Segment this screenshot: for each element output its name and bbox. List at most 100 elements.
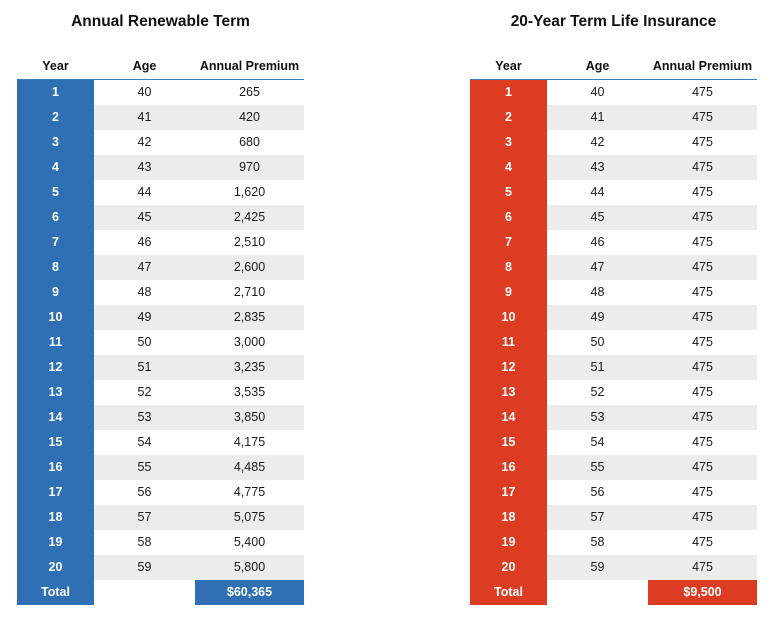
- year-cell: 13: [470, 380, 547, 405]
- age-cell: 52: [137, 385, 152, 399]
- annual-premium-cell: 475: [648, 505, 757, 530]
- annual-premium-cell: 475: [692, 185, 713, 199]
- table-body: 1 40 475 2 41 475 3 42 475 4 43 475 5 44 475 6 45 475 7 46 4…: [470, 80, 757, 580]
- header-age: Age: [585, 59, 610, 73]
- year-cell: 4: [17, 155, 94, 180]
- year-cell: 2: [17, 105, 94, 130]
- year-cell: 14: [17, 405, 94, 430]
- table-row: 13 52 3,535: [17, 380, 304, 405]
- total-label: Total: [17, 580, 94, 605]
- annual-premium-cell: 970: [195, 155, 304, 180]
- year-cell: 3: [470, 130, 547, 155]
- age-cell: 44: [590, 185, 605, 199]
- table-row: 1 40 265: [17, 80, 304, 105]
- annual-premium-cell: 3,535: [233, 385, 266, 399]
- age-cell: 56: [590, 485, 605, 499]
- year-cell: 17: [470, 480, 547, 505]
- header-year: Year: [495, 59, 522, 73]
- year-cell: 19: [470, 530, 547, 555]
- table-row: 11 50 475: [470, 330, 757, 355]
- annual-premium-cell: 2,835: [195, 305, 304, 330]
- table-row: 3 42 680: [17, 130, 304, 155]
- year-cell: 20: [470, 555, 547, 580]
- annual-premium-cell: 475: [692, 335, 713, 349]
- year-cell: 2: [470, 105, 547, 130]
- age-cell: 48: [137, 285, 152, 299]
- year-cell: 8: [470, 255, 547, 280]
- age-cell: 54: [137, 435, 152, 449]
- age-cell: 41: [94, 105, 195, 130]
- year-cell: 18: [470, 505, 547, 530]
- header-annual-premium: Annual Premium: [652, 59, 753, 73]
- age-cell: 49: [547, 305, 648, 330]
- age-cell: 44: [137, 185, 152, 199]
- age-cell: 46: [590, 235, 605, 249]
- age-cell: 57: [94, 505, 195, 530]
- age-cell: 51: [547, 355, 648, 380]
- age-cell: 40: [137, 85, 152, 99]
- table-row: 5 44 475: [470, 180, 757, 205]
- table-row: 2 41 420: [17, 105, 304, 130]
- table-row: 14 53 3,850: [17, 405, 304, 430]
- table-row: 19 58 475: [470, 530, 757, 555]
- annual-premium-cell: 2,710: [233, 285, 266, 299]
- year-cell: 1: [17, 80, 94, 105]
- year-cell: 11: [470, 330, 547, 355]
- table-row: 16 55 475: [470, 455, 757, 480]
- table-row: 8 47 2,600: [17, 255, 304, 280]
- year-cell: 16: [470, 455, 547, 480]
- year-cell: 9: [470, 280, 547, 305]
- age-cell: 48: [590, 285, 605, 299]
- year-cell: 17: [17, 480, 94, 505]
- year-cell: 12: [470, 355, 547, 380]
- total-label: Total: [470, 580, 547, 605]
- table-row: 8 47 475: [470, 255, 757, 280]
- annual-premium-cell: 475: [648, 155, 757, 180]
- table-row: 3 42 475: [470, 130, 757, 155]
- total-value: $60,365: [195, 580, 304, 605]
- age-cell: 53: [94, 405, 195, 430]
- annual-premium-cell: 475: [648, 455, 757, 480]
- age-cell: 42: [590, 135, 605, 149]
- year-cell: 20: [17, 555, 94, 580]
- age-cell: 52: [590, 385, 605, 399]
- annual-premium-cell: 3,850: [195, 405, 304, 430]
- annual-premium-cell: 475: [648, 405, 757, 430]
- year-cell: 5: [17, 180, 94, 205]
- table-row: 12 51 475: [470, 355, 757, 380]
- age-cell: 41: [547, 105, 648, 130]
- header-year: Year: [42, 59, 69, 73]
- age-cell: 56: [137, 485, 152, 499]
- table-row: 7 46 475: [470, 230, 757, 255]
- annual-premium-cell: 4,175: [233, 435, 266, 449]
- year-cell: 18: [17, 505, 94, 530]
- annual-premium-cell: 2,425: [195, 205, 304, 230]
- table-header-row: Year Age Annual Premium: [17, 53, 304, 80]
- annual-premium-cell: 2,510: [233, 235, 266, 249]
- annual-premium-cell: 2,600: [195, 255, 304, 280]
- annual-premium-cell: 3,235: [195, 355, 304, 380]
- age-cell: 50: [590, 335, 605, 349]
- age-cell: 50: [137, 335, 152, 349]
- year-cell: 6: [470, 205, 547, 230]
- table-row: 17 56 475: [470, 480, 757, 505]
- table-row: 13 52 475: [470, 380, 757, 405]
- annual-premium-cell: 475: [692, 535, 713, 549]
- annual-premium-cell: 475: [648, 355, 757, 380]
- table-row: 15 54 475: [470, 430, 757, 455]
- annual-premium-cell: 475: [648, 255, 757, 280]
- annual-premium-cell: 5,800: [195, 555, 304, 580]
- year-cell: 12: [17, 355, 94, 380]
- annual-premium-cell: 4,775: [233, 485, 266, 499]
- age-cell: 43: [547, 155, 648, 180]
- year-cell: 16: [17, 455, 94, 480]
- table-row: 6 45 2,425: [17, 205, 304, 230]
- year-cell: 5: [470, 180, 547, 205]
- twenty-year-term-table: 20-Year Term Life Insurance Year Age Ann…: [470, 0, 757, 605]
- age-cell: 51: [94, 355, 195, 380]
- year-cell: 9: [17, 280, 94, 305]
- total-spacer: [547, 580, 648, 605]
- year-cell: 3: [17, 130, 94, 155]
- age-cell: 55: [94, 455, 195, 480]
- annual-premium-cell: 475: [692, 285, 713, 299]
